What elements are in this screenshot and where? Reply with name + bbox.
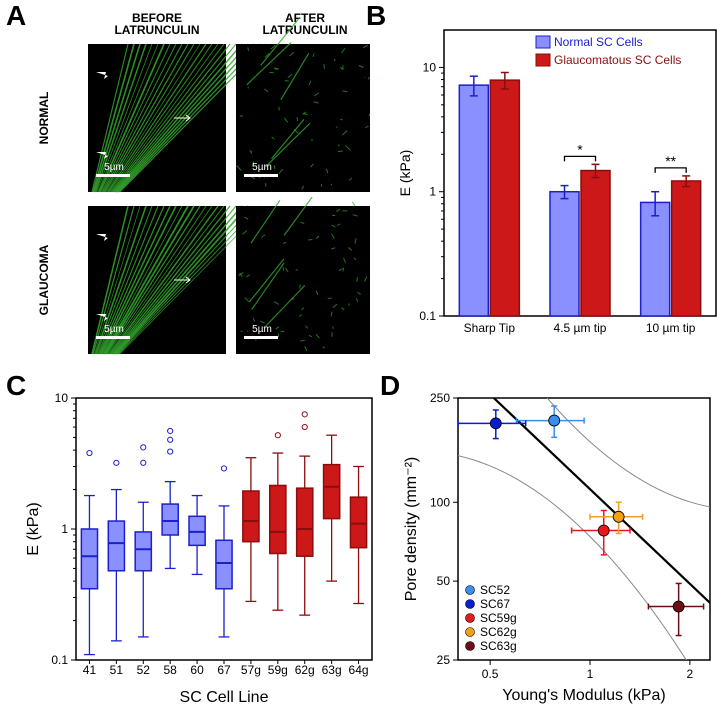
svg-text:SC67: SC67 [480, 597, 510, 611]
svg-text:*: * [577, 141, 583, 157]
svg-text:Sharp Tip: Sharp Tip [464, 321, 516, 335]
svg-text:E (kPa): E (kPa) [397, 150, 413, 197]
svg-text:10: 10 [55, 391, 69, 405]
figure: A B C D BEFORELATRUNCULINAFTERLATRUNCULI… [0, 0, 722, 710]
svg-text:Young's Modulus (kPa): Young's Modulus (kPa) [502, 687, 665, 704]
panel-b-barchart: 0.1 1 10 E (kPa) Sharp Tip 4.5 µm tip 10 µm ti… [392, 20, 722, 350]
svg-text:10 µm tip: 10 µm tip [646, 321, 696, 335]
svg-text:0.1: 0.1 [51, 653, 68, 667]
svg-text:NORMAL: NORMAL [37, 92, 51, 145]
svg-text:1: 1 [429, 185, 436, 199]
svg-text:LATRUNCULIN: LATRUNCULIN [262, 23, 347, 37]
svg-text:5µm: 5µm [252, 324, 272, 335]
panel-d-scatter: 0.5 1 2 25 50 100 250 Young's Modulus (kPa) Pore… [400, 390, 720, 710]
svg-text:62g: 62g [295, 663, 315, 677]
svg-text:41: 41 [83, 663, 97, 677]
svg-text:1: 1 [587, 667, 594, 681]
svg-text:0.1: 0.1 [419, 309, 436, 323]
svg-text:5µm: 5µm [104, 324, 124, 335]
svg-text:52: 52 [137, 663, 151, 677]
svg-text:E (kPa): E (kPa) [25, 502, 42, 555]
svg-text:10: 10 [423, 60, 437, 74]
svg-text:**: ** [665, 153, 676, 169]
svg-text:57g: 57g [241, 663, 261, 677]
svg-text:100: 100 [430, 495, 450, 509]
svg-text:50: 50 [437, 574, 451, 588]
svg-text:LATRUNCULIN: LATRUNCULIN [114, 23, 199, 37]
panel-label-d: D [380, 370, 400, 402]
svg-text:1: 1 [61, 522, 68, 536]
svg-text:59g: 59g [268, 663, 288, 677]
svg-text:SC59g: SC59g [480, 611, 517, 625]
svg-text:0.5: 0.5 [482, 667, 499, 681]
svg-text:64g: 64g [349, 663, 369, 677]
svg-text:Pore density (mm⁻²): Pore density (mm⁻²) [403, 457, 420, 601]
svg-text:Normal SC Cells: Normal SC Cells [554, 35, 643, 49]
svg-text:5µm: 5µm [252, 162, 272, 173]
svg-text:SC63g: SC63g [480, 639, 517, 653]
svg-text:4.5 µm tip: 4.5 µm tip [554, 321, 607, 335]
panel-c-boxplot: 0.1 1 10 E (kPa) SC Cell Line 41 51 52 58 60 67 57g… [20, 390, 380, 710]
svg-text:Glaucomatous SC Cells: Glaucomatous SC Cells [554, 53, 681, 67]
svg-text:58: 58 [164, 663, 178, 677]
panel-label-a: A [6, 0, 26, 32]
svg-text:GLAUCOMA: GLAUCOMA [37, 244, 51, 315]
svg-text:5µm: 5µm [104, 162, 124, 173]
svg-text:SC52: SC52 [480, 583, 510, 597]
svg-text:25: 25 [437, 653, 451, 667]
svg-text:63g: 63g [322, 663, 342, 677]
svg-text:60: 60 [190, 663, 204, 677]
svg-text:51: 51 [110, 663, 124, 677]
panel-a: BEFORELATRUNCULINAFTERLATRUNCULINNORMALG… [30, 10, 370, 370]
svg-text:2: 2 [687, 667, 694, 681]
svg-text:SC Cell Line: SC Cell Line [180, 689, 269, 706]
svg-text:SC62g: SC62g [480, 625, 517, 639]
svg-text:250: 250 [430, 391, 450, 405]
svg-text:67: 67 [217, 663, 231, 677]
